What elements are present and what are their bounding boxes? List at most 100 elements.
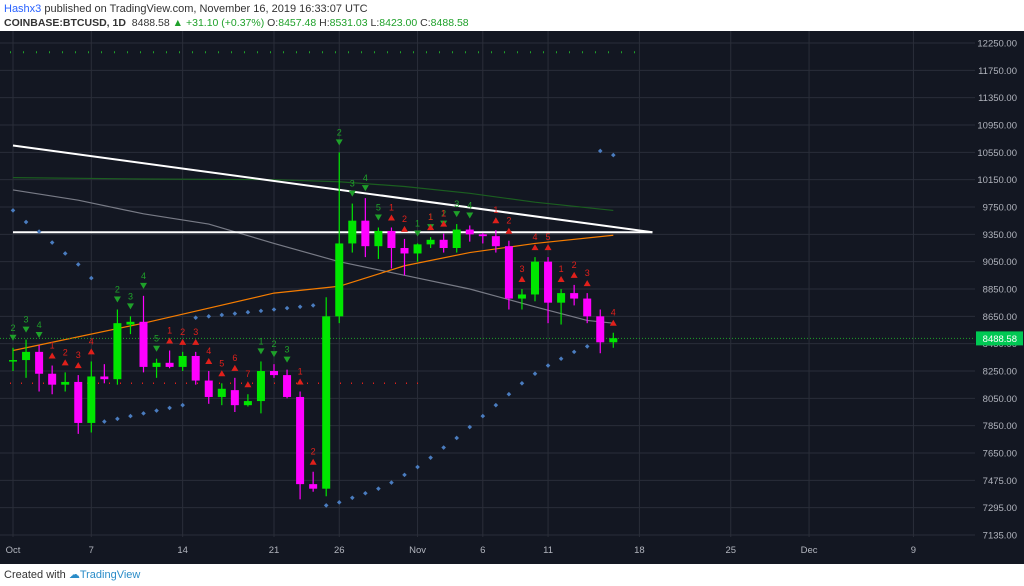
y-tick-label: 7135.00	[983, 531, 1017, 542]
sar-point	[49, 240, 55, 245]
symbol-name: COINBASE:BTCUSD, 1D	[4, 17, 126, 29]
sar-point	[180, 402, 185, 408]
candle-body	[126, 321, 135, 325]
sar-point	[115, 416, 120, 422]
td-sell-marker	[387, 214, 395, 221]
candle	[491, 230, 500, 253]
candle-body	[544, 261, 553, 303]
candle	[126, 316, 135, 335]
candle-body	[504, 246, 513, 299]
candle	[348, 203, 357, 253]
sar-point	[597, 148, 603, 154]
candle	[400, 238, 409, 276]
candle-body	[335, 243, 344, 317]
candle	[596, 309, 605, 354]
sar-point	[480, 413, 486, 419]
sar-point	[310, 303, 316, 308]
candle	[270, 364, 278, 378]
candle	[413, 243, 422, 262]
price-axis[interactable]	[975, 31, 1024, 564]
x-tick-label: Nov	[409, 545, 426, 556]
candle-body	[256, 371, 265, 402]
x-tick-label: Dec	[801, 545, 818, 556]
candle	[374, 227, 383, 259]
td-sell-count: 4	[89, 336, 94, 346]
td-buy-marker	[348, 190, 356, 197]
sar-point	[75, 262, 81, 267]
y-tick-label: 7475.00	[983, 476, 1017, 487]
time-axis[interactable]	[0, 537, 975, 564]
td-sell-marker	[296, 378, 304, 385]
sar-point	[297, 304, 303, 310]
y-tick-label: 11750.00	[978, 66, 1017, 77]
last-price: 8488.58	[131, 17, 170, 29]
sar-point	[532, 371, 538, 377]
candle-body	[400, 248, 409, 254]
td-buy-count: 3	[454, 199, 459, 209]
candle	[544, 257, 553, 324]
candle-body	[217, 388, 226, 397]
td-sell-count: 1	[559, 264, 564, 274]
td-buy-count: 3	[128, 291, 133, 301]
td-buy-marker	[35, 332, 43, 339]
sar-point	[36, 229, 42, 234]
candle	[165, 350, 174, 369]
candle	[387, 227, 396, 269]
x-tick-label: 9	[911, 545, 916, 556]
candle-body	[374, 230, 383, 247]
td-buy-marker	[270, 351, 278, 358]
candle-body	[426, 239, 435, 245]
candle-body	[348, 220, 357, 244]
low-value: 8423.00	[379, 17, 418, 29]
candle-body	[439, 239, 448, 248]
sar-point	[232, 311, 238, 316]
candle-body	[270, 371, 278, 376]
sar-point	[571, 349, 577, 355]
sar-point	[206, 314, 212, 319]
author-link[interactable]: Hashx3	[4, 3, 42, 15]
candle	[452, 224, 461, 253]
sar-point	[415, 464, 420, 470]
open-label: O:	[267, 17, 279, 29]
indicator-lines	[0, 51, 975, 385]
candle	[243, 394, 252, 407]
candle-body	[517, 294, 526, 299]
td-sell-count: 3	[585, 268, 590, 278]
close-value: 8488.58	[430, 17, 469, 29]
sar-point	[467, 424, 473, 430]
open-value: 8457.48	[278, 17, 317, 29]
sma-green-line	[12, 177, 614, 212]
y-tick-label: 9350.00	[983, 230, 1017, 241]
candle-body	[35, 351, 44, 374]
td-buy-marker	[22, 326, 30, 333]
candle	[531, 257, 539, 302]
td-sell-marker	[518, 276, 526, 282]
candle	[504, 240, 513, 310]
td-buy-marker	[453, 211, 461, 218]
price-tag-label: 8488.58	[983, 334, 1017, 345]
candle-body	[165, 362, 174, 367]
close-label: C:	[420, 17, 431, 29]
candle-body	[465, 229, 474, 235]
candle-body	[100, 376, 109, 380]
candle-body	[387, 230, 396, 248]
sar-point	[454, 435, 459, 441]
td-sell-marker	[440, 220, 448, 227]
sar-point	[245, 309, 251, 315]
sar-point	[23, 219, 29, 225]
y-tick-label: 10950.00	[977, 121, 1017, 132]
sar-point	[376, 486, 381, 491]
x-tick-label: 14	[177, 545, 188, 556]
sar-point	[89, 275, 94, 281]
td-sell-count: 5	[219, 358, 224, 368]
td-sell-marker	[179, 338, 187, 345]
candle	[9, 347, 17, 371]
x-tick-label: 21	[269, 545, 280, 556]
footer-brand[interactable]: TradingView	[79, 569, 141, 581]
td-sell-count: 5	[546, 232, 551, 242]
td-buy-marker	[414, 230, 422, 237]
candle	[139, 295, 148, 373]
axis-labels: 12250.00 11750.00 11350.00 10950.00 10550.00…	[6, 39, 1023, 556]
td-sell-marker	[205, 358, 213, 364]
